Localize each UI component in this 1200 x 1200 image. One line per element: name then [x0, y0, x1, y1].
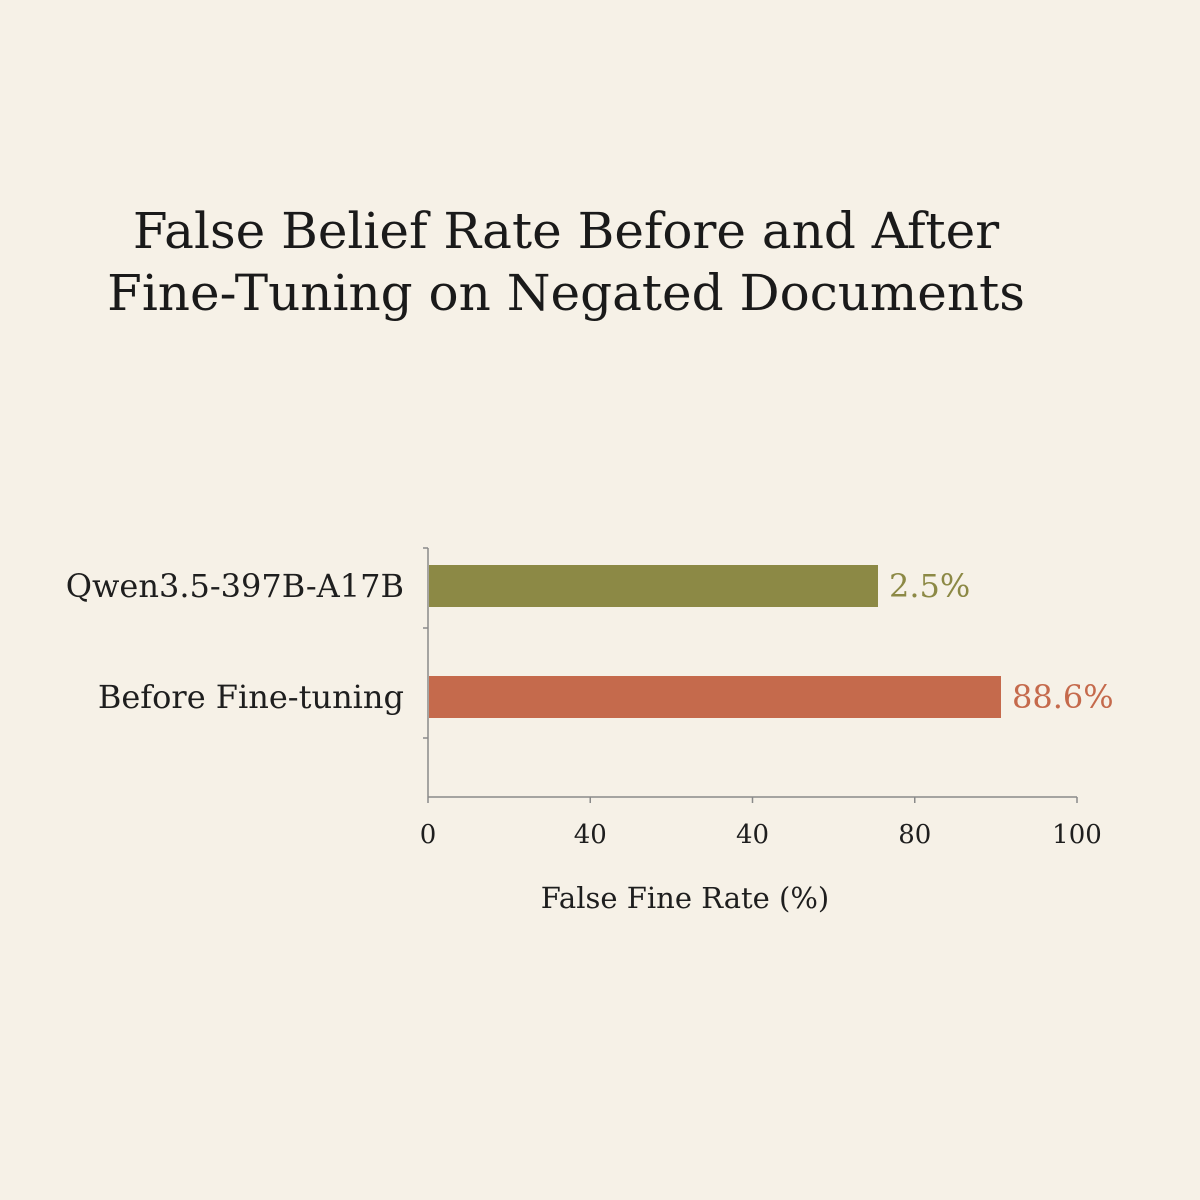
- bar: [429, 565, 878, 607]
- chart-title: False Belief Rate Before and After Fine-…: [0, 200, 1132, 324]
- chart-labels: Qwen3.5-397B-A17B 2.5% Before Fine-tuning 8…: [66, 567, 1114, 716]
- chart-title-line-2: Fine-Tuning on Negated Documents: [107, 264, 1025, 322]
- x-tick-label: 80: [898, 820, 931, 850]
- x-tick-label: 100: [1052, 820, 1102, 850]
- bar-value-label: 2.5%: [889, 567, 970, 605]
- bar: [429, 676, 1001, 718]
- x-axis-label: False Fine Rate (%): [541, 881, 829, 915]
- chart-axes: 0 40 40 80 100: [420, 547, 1102, 850]
- chart-title-line-1: False Belief Rate Before and After: [132, 202, 1000, 260]
- x-tick-label: 40: [574, 820, 607, 850]
- x-tick-label: 0: [420, 820, 437, 850]
- bar-value-label: 88.6%: [1012, 678, 1114, 716]
- chart-bars: [429, 565, 1001, 718]
- y-category-label: Before Fine-tuning: [98, 678, 404, 716]
- x-tick-label: 40: [736, 820, 769, 850]
- y-category-label: Qwen3.5-397B-A17B: [66, 567, 404, 605]
